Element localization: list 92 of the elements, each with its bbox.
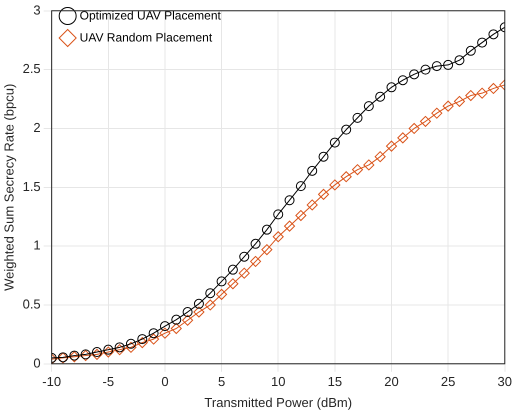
point — [363, 159, 374, 170]
y-tick-label: 1.5 — [22, 178, 41, 194]
y-tick-label: 0 — [33, 355, 41, 370]
point — [454, 96, 465, 107]
point — [307, 166, 318, 176]
point — [330, 138, 340, 148]
point — [193, 306, 204, 318]
point — [228, 264, 238, 275]
x-tick-label: 30 — [498, 374, 512, 390]
point — [476, 88, 488, 99]
x-axis-title: Transmitted Power (dBm) — [204, 394, 352, 410]
point — [432, 61, 442, 72]
point — [137, 334, 148, 344]
point — [125, 342, 136, 353]
point — [103, 344, 114, 355]
point — [408, 122, 420, 134]
point — [386, 82, 396, 92]
point — [295, 210, 306, 222]
point — [170, 323, 182, 334]
point — [92, 347, 102, 358]
point — [262, 224, 272, 235]
legend-label: Optimized UAV Placement — [80, 8, 222, 22]
point — [386, 140, 397, 152]
x-tick-label: -5 — [102, 374, 114, 390]
point — [273, 209, 284, 220]
point — [136, 337, 148, 348]
y-tick-label: 0.5 — [22, 296, 41, 312]
point — [341, 124, 352, 135]
point — [364, 101, 374, 112]
point — [296, 181, 306, 192]
point — [194, 298, 204, 309]
x-tick-label: 0 — [161, 374, 169, 390]
point — [329, 179, 340, 190]
point — [227, 278, 238, 290]
point — [488, 29, 498, 40]
point — [182, 307, 193, 318]
point — [261, 244, 272, 256]
point — [375, 92, 386, 102]
point — [443, 60, 454, 70]
x-tick-label: 5 — [218, 374, 226, 390]
point — [148, 328, 159, 338]
point — [91, 348, 102, 360]
y-tick-label: 2.5 — [22, 61, 41, 76]
point — [352, 164, 364, 176]
point — [238, 268, 250, 279]
point — [284, 195, 295, 206]
point — [102, 346, 114, 358]
point — [318, 188, 330, 200]
point — [171, 314, 182, 325]
point — [250, 238, 261, 249]
point — [374, 151, 386, 162]
point — [431, 108, 442, 119]
point — [205, 288, 216, 298]
y-tick-label: 2 — [33, 120, 41, 136]
legend-label: UAV Random Placement — [80, 30, 213, 44]
x-tick-label: 10 — [270, 374, 286, 390]
point — [465, 90, 476, 102]
x-tick-label: 15 — [328, 374, 342, 390]
point — [114, 342, 125, 352]
point — [272, 231, 284, 242]
point — [466, 46, 476, 56]
point — [318, 152, 329, 162]
point — [488, 82, 499, 94]
point — [442, 100, 454, 112]
point — [239, 252, 250, 262]
point — [420, 116, 431, 127]
point — [126, 338, 136, 349]
point — [250, 256, 262, 267]
point — [182, 314, 194, 326]
y-axis-title: Weighted Sum Secrecy Rate (bpcu) — [1, 84, 16, 291]
point — [340, 171, 352, 182]
point — [216, 276, 227, 286]
y-tick-label: 3 — [33, 2, 41, 18]
point — [160, 321, 170, 332]
point — [159, 328, 170, 339]
x-tick-label: 25 — [440, 374, 456, 390]
point — [114, 344, 126, 356]
point — [204, 299, 216, 310]
point — [148, 334, 160, 345]
x-tick-label: -10 — [42, 374, 62, 390]
x-tick-label: 20 — [384, 374, 399, 390]
point — [454, 55, 464, 66]
point — [409, 69, 420, 80]
point — [398, 75, 408, 86]
point — [352, 112, 363, 123]
y-tick-label: 1 — [33, 238, 41, 253]
point — [284, 220, 296, 232]
point — [397, 132, 408, 144]
point — [306, 199, 318, 210]
point — [420, 64, 430, 75]
point — [477, 38, 488, 48]
point — [216, 288, 228, 300]
